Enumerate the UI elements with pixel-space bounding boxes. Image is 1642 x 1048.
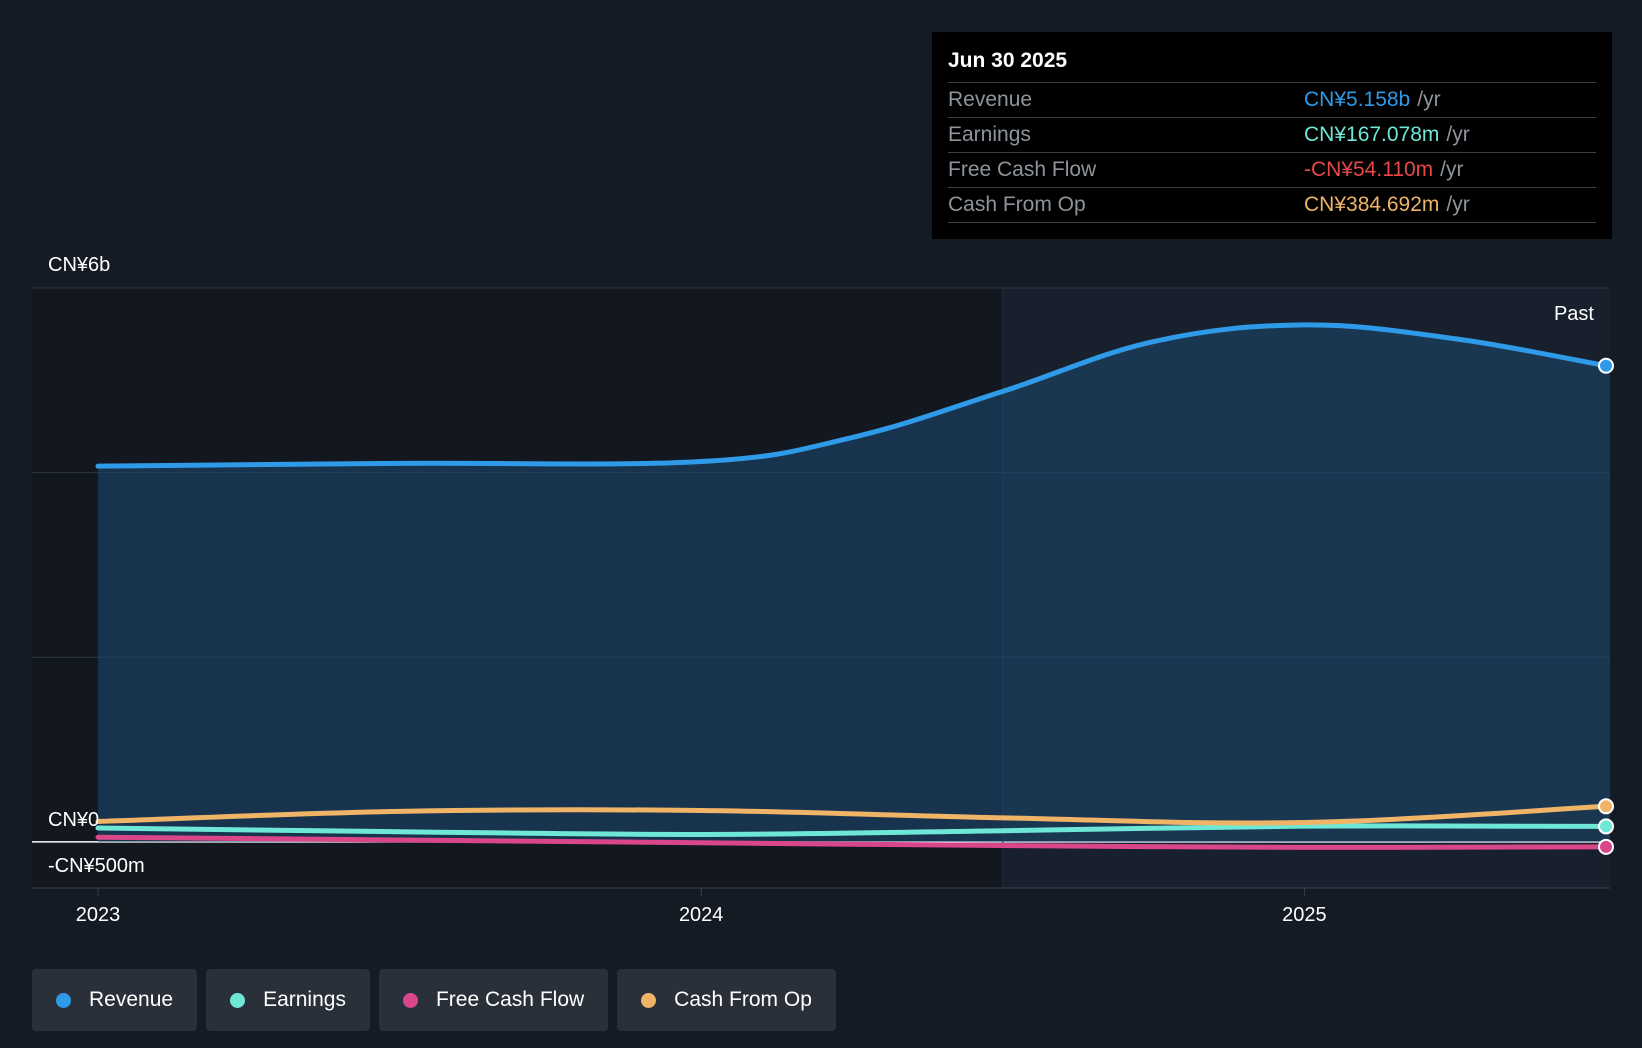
past-label: Past [1554, 303, 1594, 325]
revenue-area [98, 324, 1610, 842]
series-line-free-cash-flow [95, 834, 1609, 850]
tooltip-row-cash-from-op: Cash From Op CN¥384.692m /yr [948, 187, 1596, 223]
tooltip-unit: /yr [1446, 193, 1470, 216]
tooltip-value: CN¥167.078m [1304, 123, 1440, 146]
series-end-dots [1598, 357, 1614, 855]
x-tick-label: 2025 [1282, 904, 1327, 926]
tooltip-row-revenue: Revenue CN¥5.158b /yr [948, 82, 1596, 117]
tooltip-row-free-cash-flow: Free Cash Flow -CN¥54.110m /yr [948, 152, 1596, 187]
legend-item-revenue[interactable]: Revenue [32, 969, 198, 1031]
legend-dot-icon [230, 992, 246, 1008]
end-point-cash-from-op [1598, 798, 1614, 815]
end-point-earnings [1598, 818, 1614, 835]
y-label-top: CN¥6b [48, 254, 110, 276]
tooltip: Jun 30 2025 Revenue CN¥5.158b /yr Earnin… [932, 32, 1612, 239]
end-point-free-cash-flow [1598, 838, 1614, 855]
tooltip-row-earnings: Earnings CN¥167.078m /yr [948, 117, 1596, 152]
tooltip-unit: /yr [1446, 123, 1470, 146]
tooltip-label: Free Cash Flow [948, 158, 1097, 181]
tooltip-unit: /yr [1417, 88, 1441, 111]
series-line-cash-from-op [95, 803, 1609, 826]
legend: Revenue Earnings Free Cash Flow Cash Fro… [32, 969, 836, 1031]
end-point-revenue [1598, 357, 1614, 374]
x-axis-ticks: 2023 2024 2025 [76, 888, 1327, 926]
legend-dot-icon [56, 992, 71, 1008]
tooltip-label: Earnings [948, 123, 1031, 146]
tooltip-label: Cash From Op [948, 193, 1086, 216]
series-lines [95, 322, 1609, 850]
legend-label: Revenue [89, 988, 174, 1011]
series-line-earnings [95, 823, 1609, 837]
legend-label: Free Cash Flow [435, 988, 585, 1011]
legend-label: Earnings [263, 988, 346, 1011]
tooltip-date: Jun 30 2025 [948, 49, 1068, 72]
x-tick-label: 2023 [76, 904, 121, 926]
y-label-zero: CN¥0 [48, 809, 99, 831]
tooltip-value: -CN¥54.110m [1304, 158, 1434, 181]
series-line-revenue [95, 322, 1609, 469]
tooltip-unit: /yr [1440, 158, 1464, 181]
tooltip-label: Revenue [948, 88, 1033, 111]
series-areas [98, 324, 1610, 842]
legend-dot-icon [402, 992, 418, 1008]
x-tick-label: 2024 [679, 904, 724, 926]
tooltip-value: CN¥5.158b [1304, 88, 1411, 111]
legend-item-earnings[interactable]: Earnings [206, 969, 370, 1031]
y-label-bottom: -CN¥500m [48, 855, 145, 877]
legend-dot-icon [641, 992, 657, 1008]
legend-item-free-cash-flow[interactable]: Free Cash Flow [378, 969, 609, 1031]
legend-label: Cash From Op [674, 988, 812, 1011]
tooltip-value: CN¥384.692m [1304, 193, 1440, 216]
legend-item-cash-from-op[interactable]: Cash From Op [617, 969, 836, 1031]
